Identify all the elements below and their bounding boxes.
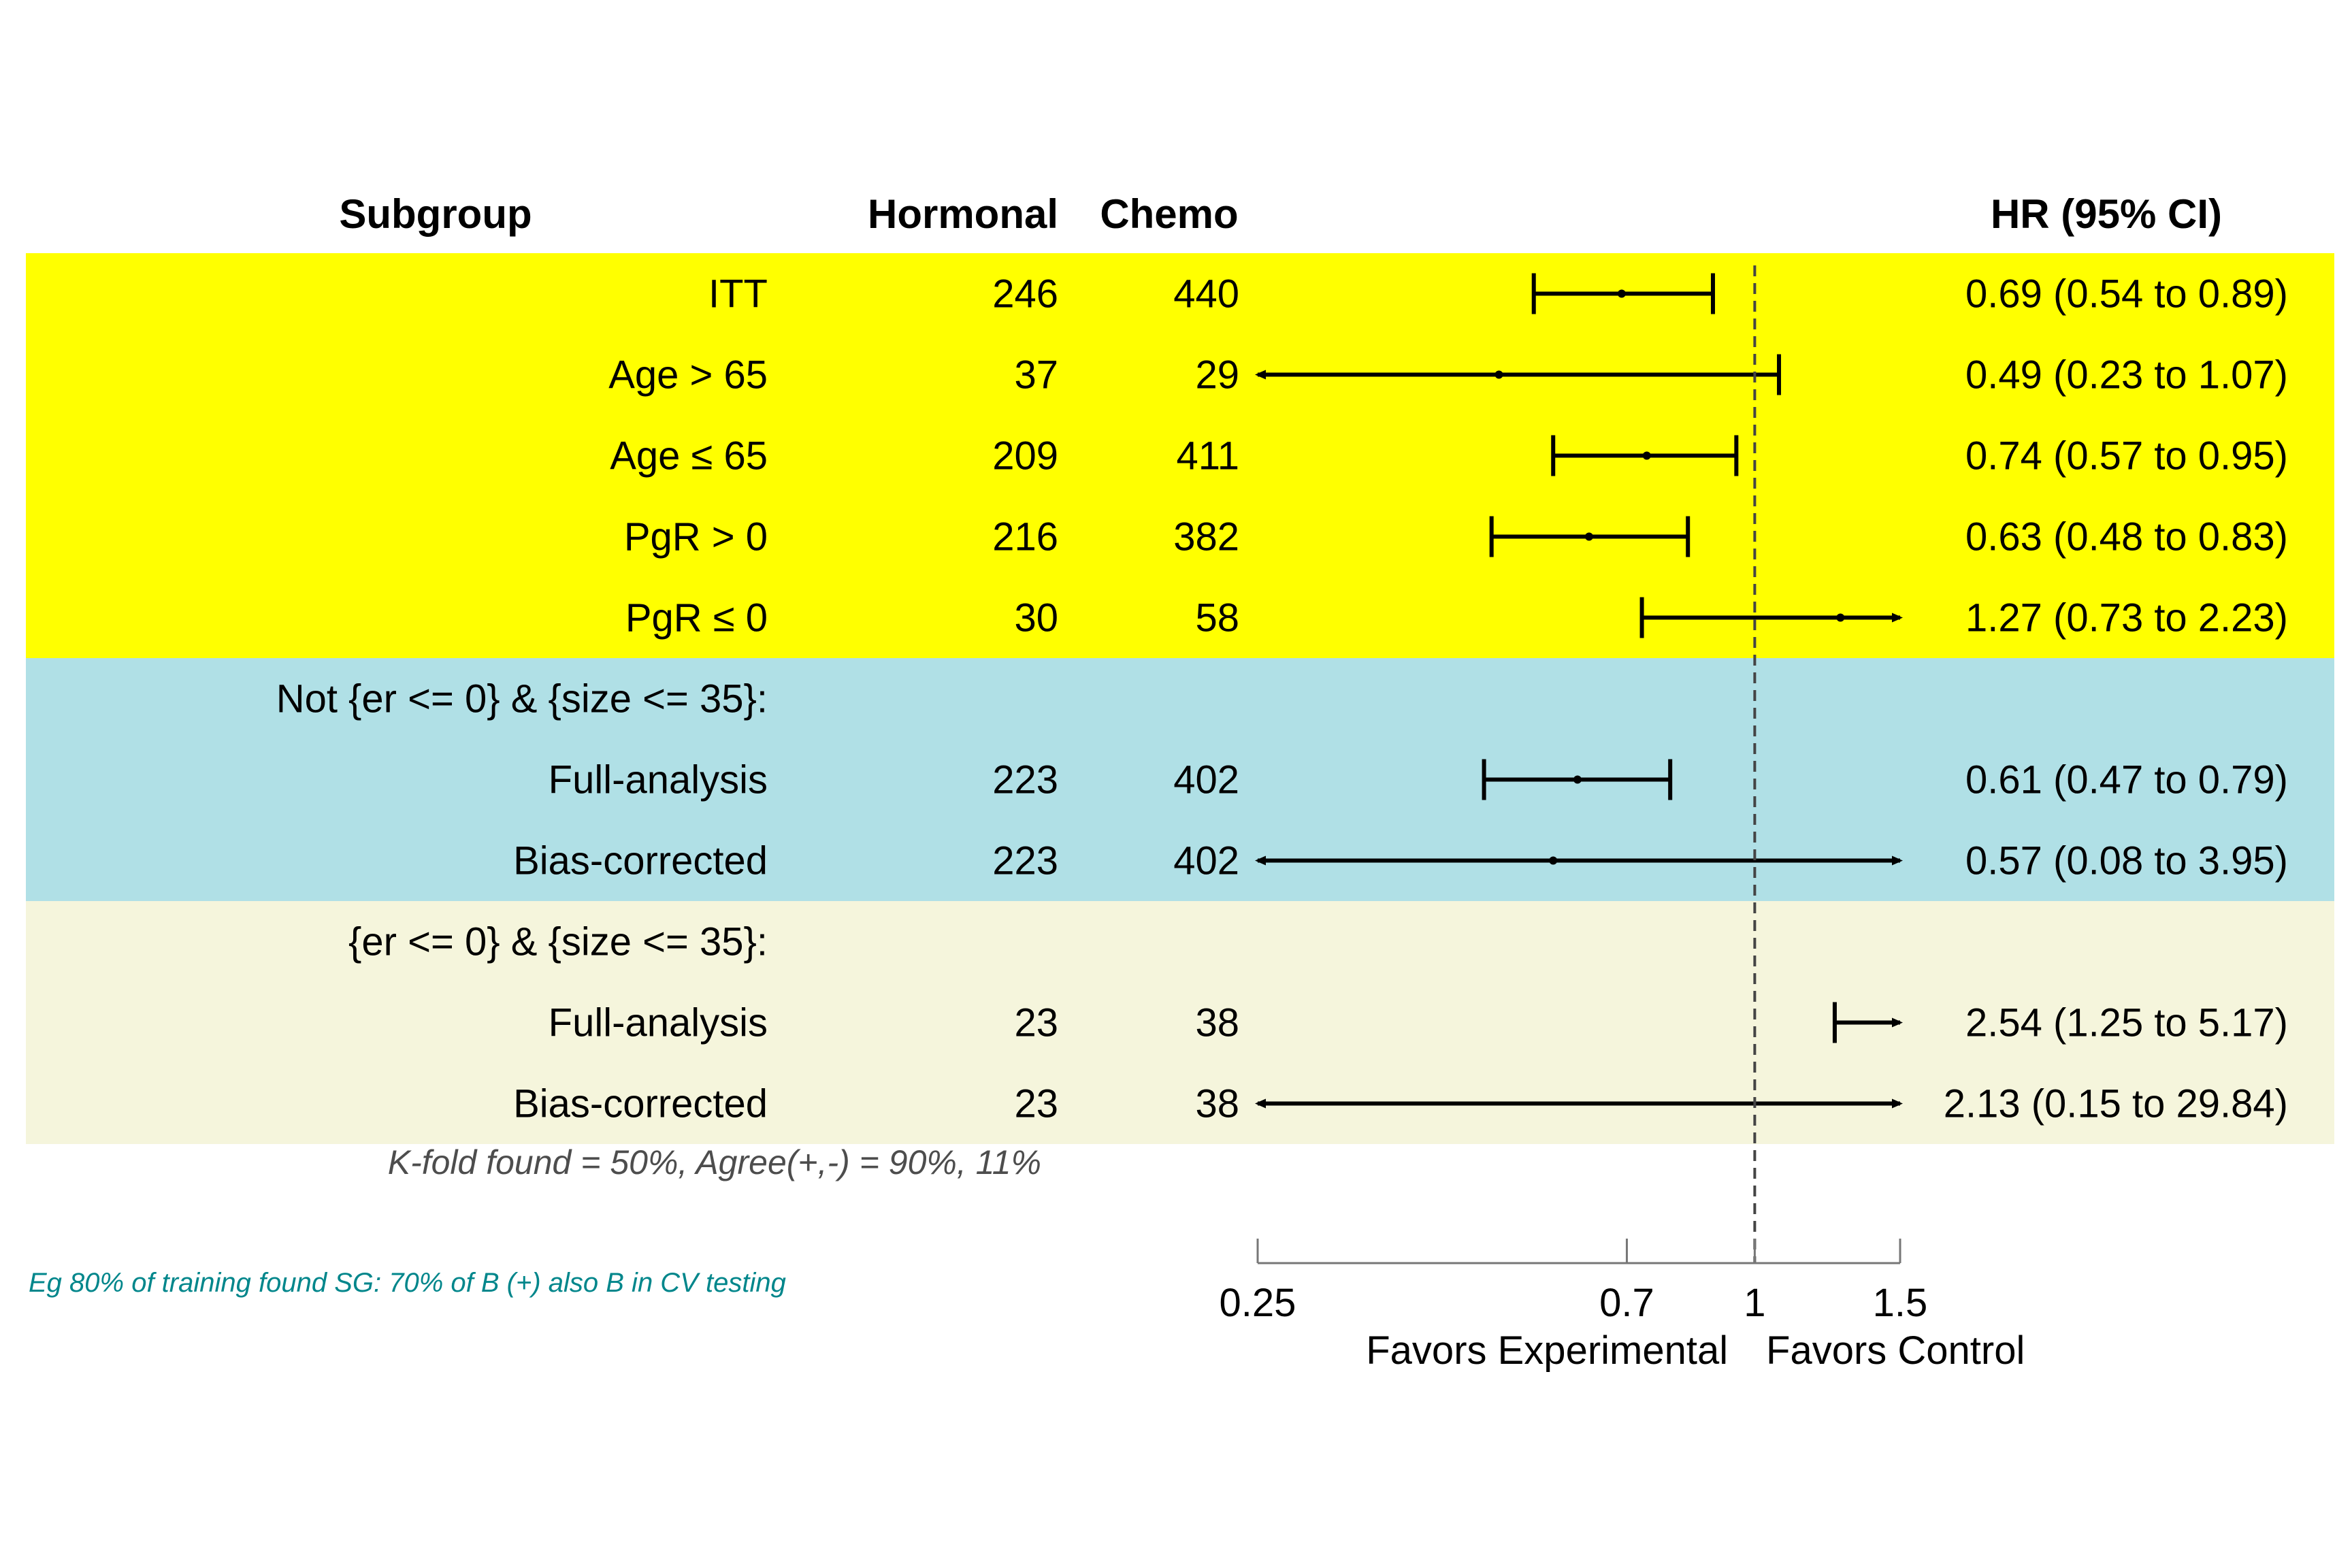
table-row: PgR ≤ 0 30 58 1.27 (0.73 to 2.23) (625, 596, 2288, 640)
hormonal-count: 216 (992, 515, 1058, 559)
hr-point (1642, 451, 1651, 460)
chemo-count: 402 (1173, 758, 1239, 802)
chemo-count: 382 (1173, 515, 1239, 559)
table-row: Age ≤ 65 209 411 0.74 (0.57 to 0.95) (610, 434, 2288, 478)
hr-point (1584, 532, 1593, 541)
hr-ci-text: 1.27 (0.73 to 2.23) (1965, 596, 2288, 640)
chemo-count: 440 (1173, 272, 1239, 316)
favors-experimental-label: Favors Experimental (1366, 1328, 1728, 1373)
row-label: Bias-corrected (513, 1082, 768, 1126)
row-label: Full-analysis (549, 1001, 768, 1045)
chemo-count: 402 (1173, 839, 1239, 883)
table-row: {er <= 0} & {size <= 35}: (348, 920, 768, 964)
table-row: Age > 65 37 29 0.49 (0.23 to 1.07) (608, 353, 2288, 397)
row-label: ITT (708, 272, 768, 316)
hr-point (1617, 289, 1626, 298)
band-band_group1 (26, 658, 2334, 901)
hormonal-count: 223 (992, 758, 1058, 802)
hr-ci-text: 2.54 (1.25 to 5.17) (1965, 1001, 2288, 1045)
column-headers: Subgroup Hormonal Chemo HR (95% CI) (339, 191, 2222, 237)
table-row: Full-analysis 223 402 0.61 (0.47 to 0.79) (549, 758, 2288, 802)
ci-arrow-right (1892, 855, 1903, 866)
row-label: PgR ≤ 0 (625, 596, 768, 640)
row-label: Age > 65 (608, 353, 768, 397)
axis-tick-label: 1.5 (1873, 1281, 1928, 1325)
axis-tick-label: 1 (1744, 1281, 1765, 1325)
header-subgroup: Subgroup (339, 191, 532, 237)
ci-arrow-right (1892, 612, 1903, 623)
hormonal-count: 30 (1014, 596, 1058, 640)
hr-ci-text: 2.13 (0.15 to 29.84) (1944, 1082, 2288, 1126)
row-label: PgR > 0 (624, 515, 768, 559)
row-label: Age ≤ 65 (610, 434, 768, 478)
ci-arrow-left (1255, 370, 1266, 380)
hr-ci-text: 0.57 (0.08 to 3.95) (1965, 839, 2288, 883)
chemo-count: 411 (1177, 434, 1239, 478)
favors-control-label: Favors Control (1766, 1328, 2025, 1373)
band-band_group2 (26, 901, 2334, 1144)
chemo-count: 58 (1195, 596, 1239, 640)
header-chemo: Chemo (1100, 191, 1238, 237)
kfold-note: K-fold found = 50%, Agree(+,-) = 90%, 11… (388, 1143, 1041, 1181)
axis-tick-label: 0.25 (1220, 1281, 1296, 1325)
header-hormonal: Hormonal (868, 191, 1058, 237)
hormonal-count: 223 (992, 839, 1058, 883)
x-axis: 0.25 0.7 1 1.5 (1220, 1239, 1928, 1325)
row-label: Full-analysis (549, 758, 768, 802)
table-row: ITT 246 440 0.69 (0.54 to 0.89) (708, 272, 2288, 316)
table-row: Not {er <= 0} & {size <= 35}: (276, 677, 768, 721)
ci-arrow-right (1892, 1017, 1903, 1028)
header-hr: HR (95% CI) (1991, 191, 2222, 237)
ci-arrow-left (1255, 1098, 1266, 1109)
hr-point (1549, 856, 1558, 865)
chemo-count: 29 (1195, 353, 1239, 397)
hr-ci-text: 0.63 (0.48 to 0.83) (1965, 515, 2288, 559)
row-label: Not {er <= 0} & {size <= 35}: (276, 677, 768, 721)
axis-tick-label: 0.7 (1599, 1281, 1654, 1325)
hr-ci-text: 0.69 (0.54 to 0.89) (1965, 272, 2288, 316)
hr-point (1494, 370, 1503, 379)
hormonal-count: 37 (1014, 353, 1058, 397)
hr-point (1573, 775, 1582, 784)
hr-ci-text: 0.49 (0.23 to 1.07) (1965, 353, 2288, 397)
band-band_primary (26, 253, 2334, 658)
table-row: Bias-corrected 23 38 2.13 (0.15 to 29.84) (513, 1082, 2288, 1126)
hormonal-count: 23 (1014, 1001, 1058, 1045)
hormonal-count: 209 (992, 434, 1058, 478)
hormonal-count: 23 (1014, 1082, 1058, 1126)
table-row: Bias-corrected 223 402 0.57 (0.08 to 3.95) (513, 839, 2288, 883)
ci-arrow-right (1892, 1098, 1903, 1109)
hr-point (1836, 613, 1845, 622)
training-note: Eg 80% of training found SG: 70% of B (+… (29, 1268, 786, 1298)
row-bands (26, 253, 2334, 1144)
table-row: Full-analysis 23 38 2.54 (1.25 to 5.17) (549, 1001, 2288, 1045)
table-row: PgR > 0 216 382 0.63 (0.48 to 0.83) (624, 515, 2288, 559)
ci-arrow-left (1255, 855, 1266, 866)
hormonal-count: 246 (992, 272, 1058, 316)
chemo-count: 38 (1195, 1001, 1239, 1045)
hr-ci-text: 0.61 (0.47 to 0.79) (1965, 758, 2288, 802)
table-rows: ITT 246 440 0.69 (0.54 to 0.89) Age > 65 37 29… (276, 272, 2288, 1126)
chemo-count: 38 (1195, 1082, 1239, 1126)
row-label: Bias-corrected (513, 839, 768, 883)
row-label: {er <= 0} & {size <= 35}: (348, 920, 768, 964)
hr-ci-text: 0.74 (0.57 to 0.95) (1965, 434, 2288, 478)
